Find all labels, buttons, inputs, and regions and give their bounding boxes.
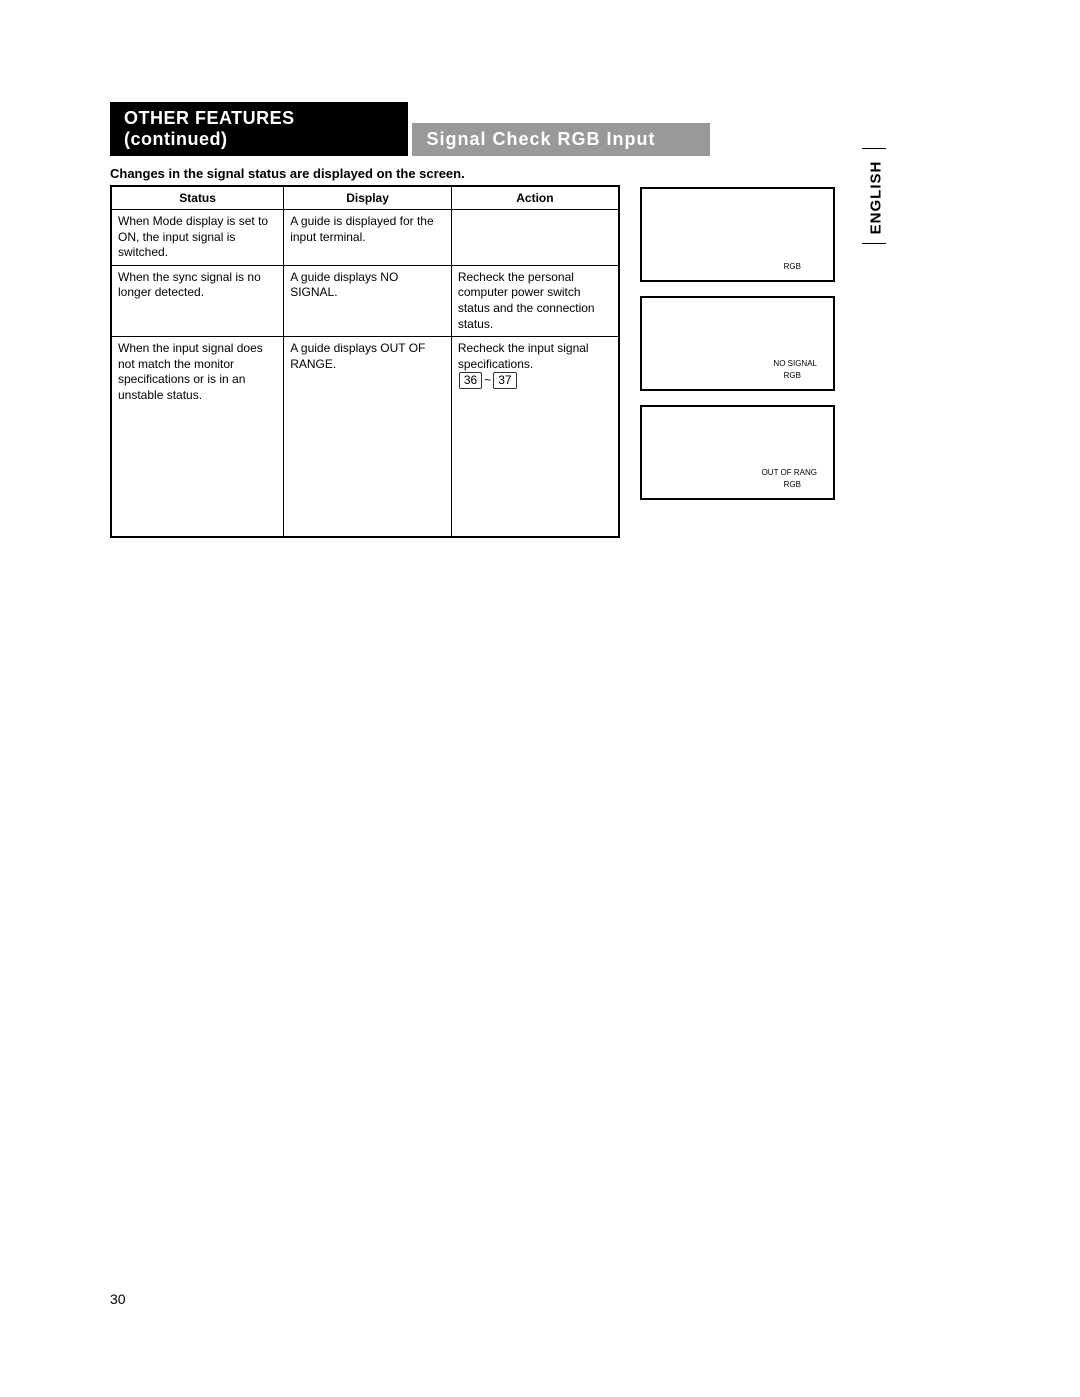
cell-status: When the sync signal is no longer detect… xyxy=(111,265,284,336)
screen-text: RGB xyxy=(784,480,801,490)
screen-preview-rgb: RGB xyxy=(640,187,835,282)
screen-preview-outofrange: OUT OF RANG RGB xyxy=(640,405,835,500)
page-ref-icon: 36 xyxy=(459,372,482,388)
content-row: Status Display Action When Mode display … xyxy=(110,185,870,538)
tilde-icon: ~ xyxy=(484,373,491,387)
page-number: 30 xyxy=(110,1291,126,1307)
language-label: ENGLISH xyxy=(868,158,885,238)
table-header: Status Display Action xyxy=(111,186,619,210)
cell-display: A guide displays NO SIGNAL. xyxy=(284,265,452,336)
screen-text: RGB xyxy=(784,371,801,381)
section-subtitle: Changes in the signal status are display… xyxy=(110,166,870,181)
action-text: Recheck the input signal specifications. xyxy=(458,341,589,371)
table-row: When Mode display is set to ON, the inpu… xyxy=(111,210,619,266)
col-action: Action xyxy=(451,186,619,210)
cell-status: When the input signal does not match the… xyxy=(111,337,284,537)
screen-text: OUT OF RANG xyxy=(762,468,817,478)
cell-status: When Mode display is set to ON, the inpu… xyxy=(111,210,284,266)
cell-action: Recheck the input signal specifications.… xyxy=(451,337,619,537)
screen-text: NO SIGNAL xyxy=(773,359,817,369)
screen-text: RGB xyxy=(784,262,801,272)
cell-display: A guide displays OUT OF RANGE. xyxy=(284,337,452,537)
col-display: Display xyxy=(284,186,452,210)
screen-preview-nosignal: NO SIGNAL RGB xyxy=(640,296,835,391)
table-row: When the input signal does not match the… xyxy=(111,337,619,537)
language-tab: ENGLISH xyxy=(862,148,886,244)
cell-display: A guide is displayed for the input termi… xyxy=(284,210,452,266)
signal-table: Status Display Action When Mode display … xyxy=(110,185,620,538)
table-row: When the sync signal is no longer detect… xyxy=(111,265,619,336)
col-status: Status xyxy=(111,186,284,210)
page-ref-icon: 37 xyxy=(493,372,516,388)
page-title: OTHER FEATURES (continued) xyxy=(110,102,408,156)
section-heading: Signal Check RGB Input xyxy=(412,123,710,156)
screen-previews: RGB NO SIGNAL RGB OUT OF RANG RGB xyxy=(640,187,835,500)
page-content: OTHER FEATURES (continued) Signal Check … xyxy=(110,95,870,538)
cell-action: Recheck the personal computer power swit… xyxy=(451,265,619,336)
cell-action xyxy=(451,210,619,266)
